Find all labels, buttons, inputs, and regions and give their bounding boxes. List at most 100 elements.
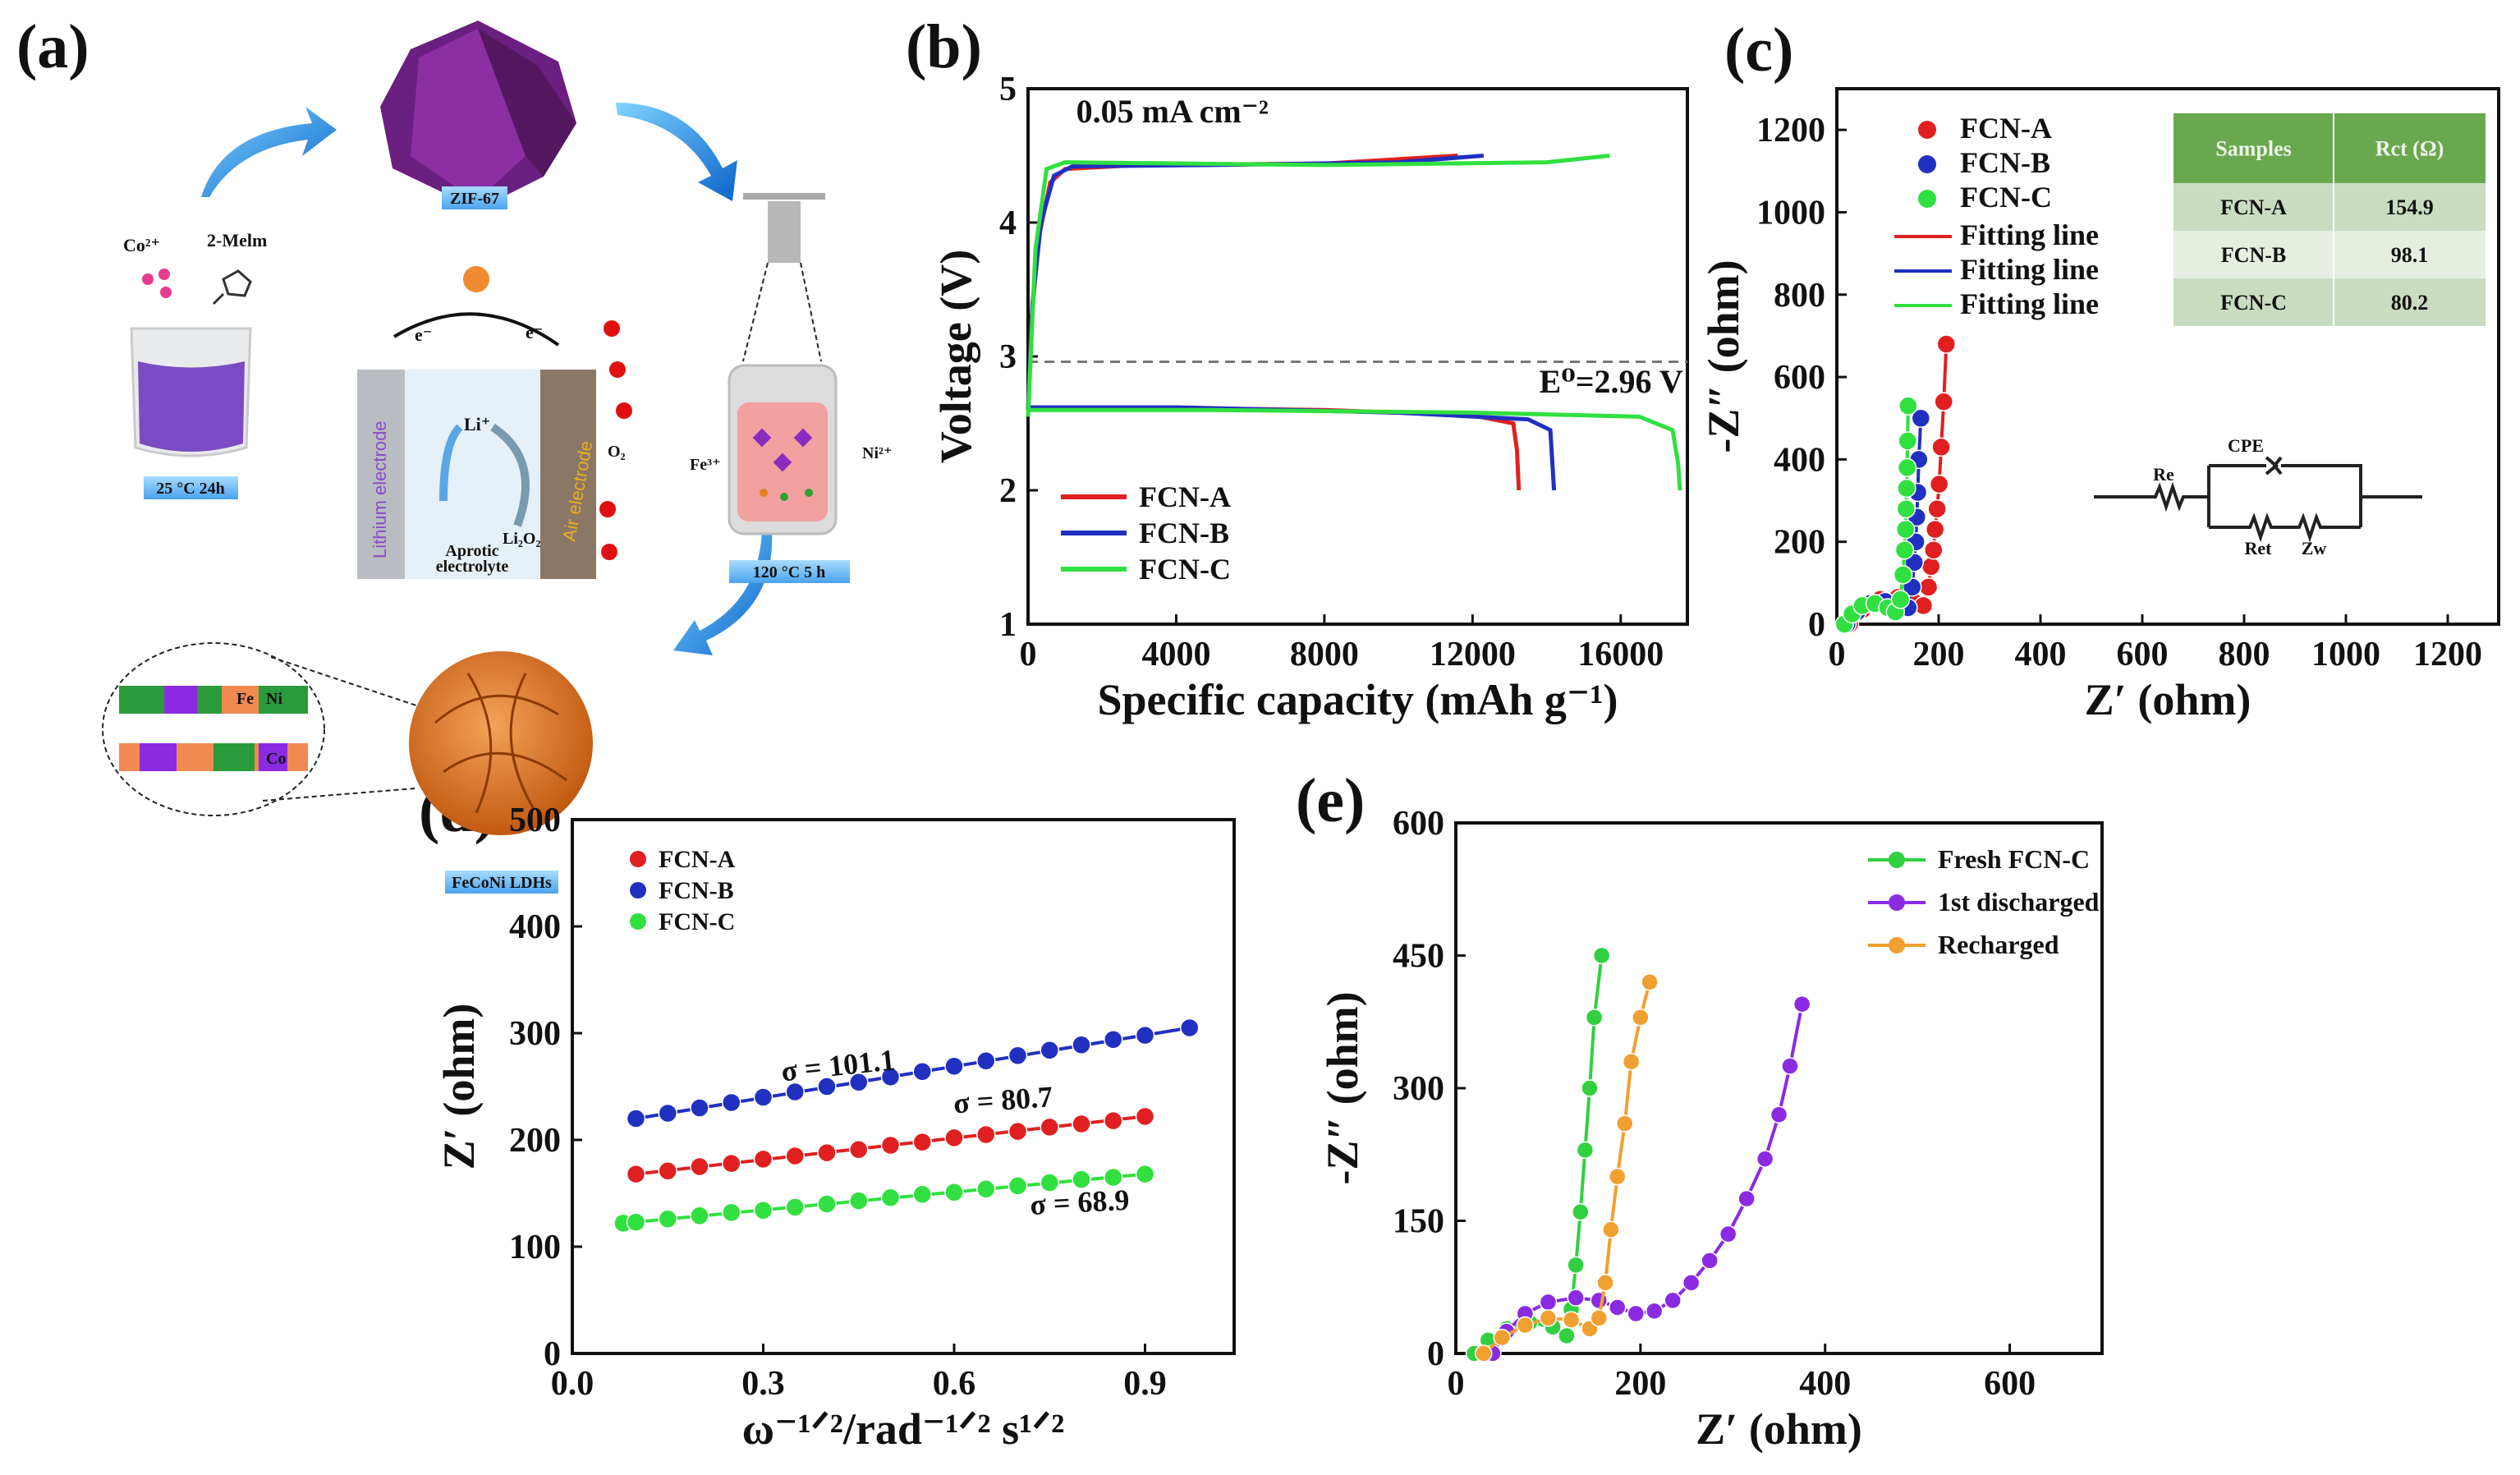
y-tick-label: 100 <box>509 1229 561 1266</box>
table-row <box>2173 231 2486 278</box>
melm-label: 2-Melm <box>207 230 267 250</box>
autoclave-icon <box>728 193 838 535</box>
data-point <box>1898 396 1918 416</box>
data-point <box>753 1149 773 1169</box>
legend-marker <box>1889 937 1905 953</box>
charge-curve-fcn-a <box>1026 154 1458 411</box>
legend-label: 1st discharged <box>1938 887 2100 917</box>
data-point <box>1516 1316 1535 1335</box>
data-point <box>976 1124 996 1145</box>
data-point <box>1936 334 1957 354</box>
discharge-curve-fcn-a <box>1028 405 1522 491</box>
data-point <box>1008 1176 1028 1196</box>
y-axis-label: -Z″ (ohm) <box>1318 991 1367 1184</box>
process-arrow-icon <box>673 530 773 655</box>
y-tick-label: 5 <box>999 71 1017 108</box>
x-tick-label: 16000 <box>1577 636 1664 673</box>
data-point <box>722 1202 741 1223</box>
legend-marker <box>1918 121 1936 139</box>
data-point <box>849 1139 869 1160</box>
lithium-electrode-label: Lithium electrode <box>370 420 390 558</box>
data-point <box>1893 565 1913 585</box>
ldh-layer-structure <box>119 686 308 771</box>
data-point <box>817 1142 837 1163</box>
plot-frame <box>571 818 1236 1355</box>
data-point <box>817 1077 837 1096</box>
data-point <box>976 1179 996 1199</box>
x-tick-label: 600 <box>2117 636 2169 673</box>
process-arrow-icon <box>201 107 337 197</box>
table-cell: 80.2 <box>2391 291 2429 315</box>
x-tick-label: 0.9 <box>1123 1365 1167 1403</box>
y-tick-label: 200 <box>509 1122 561 1160</box>
data-point <box>785 1082 805 1102</box>
x-tick-label: 0 <box>1020 636 1037 673</box>
data-point <box>658 1160 677 1181</box>
data-point <box>1894 540 1915 560</box>
x-tick-label: 200 <box>1614 1365 1666 1403</box>
data-point <box>1072 1169 1091 1189</box>
x-tick-label: 1000 <box>2311 636 2380 673</box>
data-point <box>1927 499 1947 519</box>
data-point <box>626 1164 646 1184</box>
x-tick-label: 800 <box>2219 636 2270 673</box>
circuit-wires <box>2094 456 2422 543</box>
x-tick-label: 0.0 <box>551 1365 594 1403</box>
table-row <box>2173 278 2486 326</box>
o2-molecule-icon <box>616 402 632 419</box>
electron-label: e⁻ <box>526 322 543 342</box>
data-point <box>1934 392 1953 411</box>
y-axis-label: -Z″ (ohm) <box>1699 260 1748 453</box>
data-point <box>1895 519 1916 540</box>
data-point <box>1104 1030 1123 1050</box>
data-point <box>1558 1326 1576 1345</box>
chart-d: 0.0 0.3 0.6 0.9 0 100 200 300 400 500 ω⁻¹ᐟ²/rad⁻¹ᐟ… <box>434 802 1236 1454</box>
y-tick-label: 1000 <box>1756 194 1825 232</box>
data-point <box>658 1103 677 1123</box>
fe-atom-label: Fe <box>236 690 254 708</box>
y-tick-label: 0 <box>544 1335 561 1373</box>
data-point <box>1562 1311 1581 1329</box>
data-point <box>1622 1052 1641 1071</box>
co-atom-label: Co <box>266 750 286 768</box>
electrolyte-label: electrolyte <box>436 558 509 576</box>
circuit-label-re: Re <box>2153 464 2174 485</box>
zif67-label-box <box>442 186 507 209</box>
li-ion-label: Li⁺ <box>464 414 490 434</box>
data-point <box>1627 1304 1645 1323</box>
ldh-structure-zoom-circle <box>102 642 325 816</box>
table-row <box>2173 183 2486 231</box>
x-tick-label: 8000 <box>1290 636 1359 673</box>
discharge-curve-fcn-b <box>1028 405 1557 491</box>
x-tick-label: 400 <box>1799 1365 1851 1403</box>
plot-frame <box>1026 87 1689 626</box>
legend-label: Recharged <box>1938 930 2059 959</box>
data-point <box>1781 1057 1799 1075</box>
data-point <box>849 1191 869 1211</box>
co-ion-dot <box>158 269 170 280</box>
co-ion-label: Co²⁺ <box>123 235 160 255</box>
plot-frame <box>1835 87 2500 626</box>
chart-c: 0 200 400 600 800 1000 1200 0 200 400 600 800 1000 12… <box>1699 87 2500 724</box>
discharge-curve-fcn-c <box>1028 407 1682 491</box>
data-point <box>785 1146 805 1166</box>
data-point <box>944 1128 964 1148</box>
y-tick-label: 200 <box>1774 524 1825 562</box>
x-tick-label: 0.3 <box>741 1365 785 1403</box>
y-tick-label: 150 <box>1393 1203 1444 1241</box>
data-point <box>1040 1041 1059 1060</box>
y-tick-label: 500 <box>509 802 561 839</box>
data-point <box>1924 540 1944 560</box>
data-point <box>1632 1009 1650 1027</box>
co-ion-dot <box>142 273 154 285</box>
y-tick-label: 4 <box>999 204 1017 242</box>
data-point <box>1911 408 1931 428</box>
y-tick-label: 600 <box>1393 805 1444 843</box>
data-point <box>1585 1009 1604 1027</box>
panel-label-c: (c) <box>1724 16 1793 85</box>
data-point <box>1539 1309 1558 1327</box>
data-point <box>1581 1079 1599 1097</box>
y-axis-label: Z′ (ohm) <box>434 1004 484 1170</box>
y-tick-label: 400 <box>509 908 561 946</box>
